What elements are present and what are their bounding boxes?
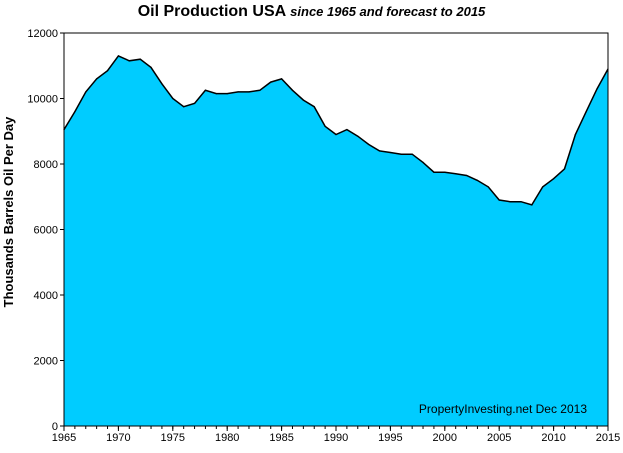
- data-point-1989: [324, 125, 326, 127]
- data-point-1990: [335, 133, 337, 136]
- data-point-1969: [106, 70, 109, 72]
- y-tick-label-2000: 2000: [34, 356, 58, 368]
- x-tick-label-1990: 1990: [324, 432, 348, 444]
- data-point-2004: [487, 186, 489, 188]
- data-point-1979: [215, 92, 217, 95]
- data-point-1967: [85, 91, 87, 93]
- data-point-1993: [368, 143, 370, 145]
- data-point-2012: [574, 133, 576, 136]
- y-tick-label-0: 0: [52, 421, 58, 433]
- x-tick-label-1980: 1980: [215, 432, 239, 444]
- y-tick-label-6000: 6000: [34, 225, 58, 237]
- data-point-1991: [346, 129, 348, 131]
- data-point-2006: [509, 201, 511, 203]
- plot-area: [63, 54, 609, 427]
- x-tick-label-1965: 1965: [52, 432, 76, 444]
- data-point-1994: [378, 150, 381, 152]
- x-tick-label-2000: 2000: [433, 432, 457, 444]
- x-tick-label-1985: 1985: [269, 432, 293, 444]
- x-tick-label-1975: 1975: [161, 432, 185, 444]
- data-point-1982: [248, 91, 250, 93]
- y-tick-label-4000: 4000: [34, 290, 58, 302]
- data-point-1999: [433, 171, 435, 173]
- data-point-1985: [281, 78, 283, 80]
- y-tick-label-10000: 10000: [27, 94, 58, 106]
- y-axis-label: Thousands Barrels Oil Per Day: [1, 116, 16, 308]
- data-point-2011: [563, 168, 566, 170]
- data-point-1977: [193, 102, 196, 105]
- x-tick-label-2005: 2005: [487, 432, 511, 444]
- data-point-2013: [585, 111, 587, 113]
- data-point-1981: [237, 91, 239, 93]
- data-point-1970: [117, 55, 119, 57]
- production-area: [64, 55, 608, 427]
- data-point-2005: [498, 199, 500, 201]
- y-tick-label-8000: 8000: [34, 159, 58, 171]
- data-point-1978: [204, 89, 207, 91]
- axes: 0 2000 4000 6000 8000 10000 12000 1965 1970 1975 1…: [27, 28, 620, 444]
- y-tick-label-12000: 12000: [27, 28, 58, 40]
- data-point-1974: [161, 83, 163, 85]
- data-point-2010: [553, 178, 555, 180]
- data-point-2002: [465, 174, 468, 177]
- data-point-1998: [422, 161, 424, 163]
- data-point-1983: [259, 89, 261, 91]
- chart-subtitle: since 1965 and forecast to 2015: [290, 4, 486, 19]
- data-point-1972: [139, 58, 141, 60]
- data-point-2009: [542, 186, 544, 188]
- chart-title: Oil Production USA since 1965 and forecas…: [0, 3, 623, 21]
- x-tick-label-1970: 1970: [106, 432, 130, 444]
- data-point-1984: [270, 81, 272, 83]
- data-point-1976: [183, 106, 185, 108]
- data-point-1968: [96, 78, 98, 80]
- x-tick-label-2010: 2010: [541, 432, 565, 444]
- data-point-1980: [226, 92, 228, 95]
- data-point-2007: [520, 201, 522, 203]
- data-point-2008: [531, 204, 533, 206]
- data-point-1973: [150, 66, 152, 68]
- data-point-2014: [596, 88, 598, 90]
- data-point-1995: [389, 151, 391, 154]
- data-point-1971: [128, 60, 130, 62]
- data-point-1992: [357, 135, 359, 137]
- data-point-1988: [313, 106, 315, 108]
- data-point-2000: [444, 171, 446, 173]
- data-point-1987: [302, 99, 304, 101]
- data-point-1966: [74, 111, 76, 113]
- x-tick-label-1995: 1995: [378, 432, 402, 444]
- data-point-2001: [455, 173, 457, 175]
- data-point-1997: [411, 153, 413, 155]
- chart-annotation: PropertyInvesting.net Dec 2013: [419, 402, 587, 416]
- x-tick-label-2015: 2015: [596, 432, 620, 444]
- data-point-1996: [400, 153, 402, 155]
- data-point-1975: [172, 97, 174, 100]
- chart-title-main: Oil Production USA: [137, 3, 287, 20]
- data-point-1986: [291, 89, 294, 91]
- data-point-2003: [476, 179, 479, 181]
